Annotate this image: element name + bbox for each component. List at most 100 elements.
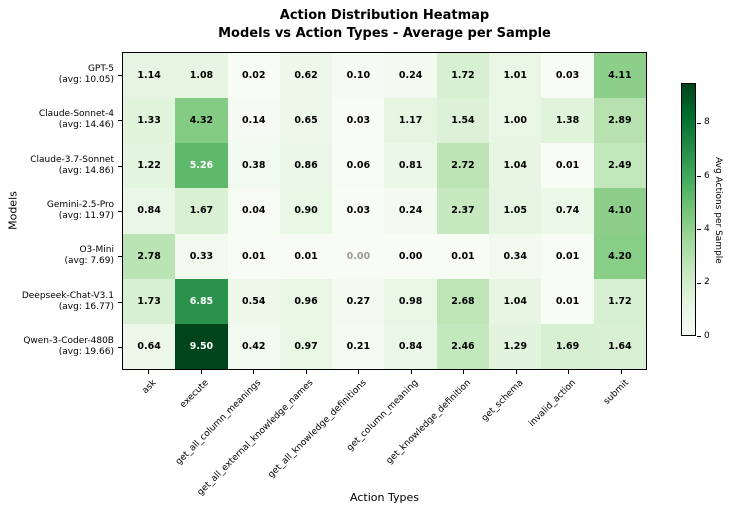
colorbar-tick-mark [697,336,701,337]
heatmap-cell: 0.10 [332,53,385,99]
heatmap-cell: 1.67 [175,188,228,234]
y-axis-title: Models [6,191,20,230]
y-tick-label: Gemini-2.5-Pro (avg: 11.97) [47,200,114,222]
model-avg: (avg: 11.97) [58,211,114,221]
heatmap-cell: 0.62 [279,53,333,99]
heatmap-cell: 0.02 [227,53,280,99]
x-tick-mark [568,370,570,374]
colorbar-tick-mark [697,282,701,284]
heatmap-cell: 0.01 [541,278,594,324]
heatmap-cell: 0.42 [227,323,280,369]
colorbar-tick-label: 0 [704,330,710,341]
heatmap-cell: 1.00 [489,98,542,144]
heatmap-cell: 0.03 [332,98,385,144]
heatmap-cell: 0.01 [227,233,280,279]
heatmap-cell: 0.01 [436,233,490,279]
heatmap-cell: 0.21 [332,323,385,369]
x-tick-label: submit [601,378,631,407]
heatmap-cell: 1.04 [489,278,542,324]
y-tick-label: Claude-3.7-Sonnet (avg: 14.86) [30,155,114,177]
heatmap-cell: 1.33 [123,98,176,144]
heatmap-cell: 9.50 [175,323,228,369]
model-name: Qwen-3-Coder-480B [23,336,114,347]
model-avg: (avg: 10.05) [58,74,114,85]
colorbar-tick-label: 4 [704,223,710,234]
heatmap-cell: 0.27 [332,278,385,324]
heatmap-cell: 0.03 [332,188,385,234]
y-tick-label: Claude-Sonnet-4 (avg: 14.46) [39,109,114,131]
colorbar [681,83,696,336]
heatmap-cell: 0.03 [541,53,594,99]
x-tick-label: invalid_action [527,378,579,429]
heatmap-cell: 6.85 [175,278,228,324]
x-tick-mark [305,370,307,374]
heatmap-cell: 0.64 [123,323,176,369]
model-avg: (avg: 19.66) [58,347,114,358]
heatmap-cell: 1.72 [593,278,646,324]
model-name: Deepseek-Chat-V3.1 [21,290,114,301]
heatmap-cell: 1.54 [436,98,490,144]
x-tick-label: get_all_external_knowledge_names [196,378,316,498]
x-tick-mark [148,370,150,374]
x-tick-mark [620,370,622,374]
model-avg: (avg: 14.86) [58,165,114,176]
heatmap-cell: 5.26 [175,143,228,189]
x-tick-label: ask [140,378,159,396]
heatmap-cell: 1.69 [541,323,594,369]
heatmap-grid: 1.14 1.08 0.02 0.62 0.10 0.24 1.72 1.01 0.03 4.11… [122,52,647,370]
heatmap-cell: 1.72 [436,53,490,99]
heatmap-cell: 2.89 [593,98,646,144]
y-tick-label: Deepseek-Chat-V3.1 (avg: 16.77) [22,291,114,313]
colorbar-tick-mark [697,176,701,178]
colorbar-tick-label: 2 [704,277,710,288]
heatmap-cell: 0.24 [384,188,437,234]
y-tick-mark [118,211,122,212]
heatmap-cell: 2.72 [436,143,490,189]
heatmap-cell: 2.46 [436,323,490,369]
x-tick-mark [515,370,517,374]
heatmap-cell: 0.97 [279,323,333,369]
model-name: Gemini-2.5-Pro [46,200,114,210]
chart-title: Action Distribution Heatmap Models vs Ac… [122,7,647,43]
heatmap-cell: 0.84 [123,188,176,234]
heatmap-cell: 4.20 [593,233,646,279]
heatmap-cell: 0.90 [279,188,333,234]
heatmap-cell: 0.84 [384,323,437,369]
x-tick-label: get_all_column_meanings [174,378,264,468]
heatmap-cell: 0.01 [541,233,594,279]
heatmap-cell: 1.05 [489,188,542,234]
heatmap-cell: 0.65 [279,98,333,144]
heatmap-cell: 1.22 [123,143,176,189]
heatmap-cell: 4.10 [593,188,646,234]
heatmap-cell: 0.01 [279,233,333,279]
x-tick-mark [200,370,202,374]
heatmap-cell: 0.00 [332,233,385,279]
heatmap-cell: 0.00 [384,233,437,279]
x-tick-mark [410,370,412,374]
model-name: O3-Mini [79,245,114,256]
model-avg: (avg: 16.77) [58,301,114,312]
x-tick-mark [358,370,360,374]
model-name: Claude-Sonnet-4 [38,109,114,120]
heatmap-cell: 1.04 [489,143,542,189]
heatmap-cell: 2.78 [123,233,176,279]
heatmap-cell: 0.74 [541,188,594,234]
x-tick-label: execute [178,378,211,411]
colorbar-title: Avg Actions per Sample [713,156,723,264]
y-tick-mark [118,74,122,76]
heatmap-cell: 0.96 [279,278,333,324]
heatmap-cell: 4.32 [175,98,228,144]
model-avg: (avg: 7.69) [64,256,114,267]
heatmap-cell: 0.81 [384,143,437,189]
y-tick-label: O3-Mini (avg: 7.69) [64,245,114,267]
heatmap-cell: 0.14 [227,98,280,144]
heatmap-cell: 1.29 [489,323,542,369]
x-tick-mark [463,370,465,374]
heatmap-cell: 4.11 [593,53,646,99]
y-tick-label: GPT-5 (avg: 10.05) [59,64,114,86]
heatmap-cell: 0.01 [541,143,594,189]
y-tick-mark [118,165,122,167]
heatmap-cell: 0.98 [384,278,437,324]
chart-title-line2: Models vs Action Types - Average per Sam… [218,26,551,41]
